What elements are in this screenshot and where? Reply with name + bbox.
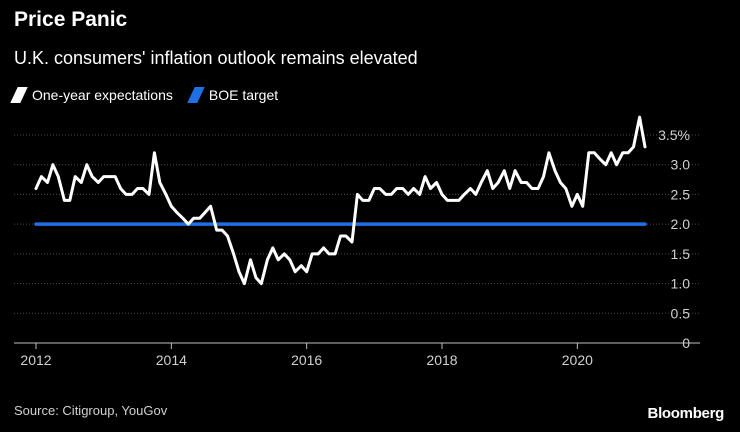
legend-item-expectations: One-year expectations	[10, 87, 173, 103]
y-tick-label-4: 2.0	[671, 216, 691, 232]
y-tick-label-2: 1.0	[671, 276, 691, 292]
chart-title: Price Panic	[14, 8, 128, 31]
legend: One-year expectations BOE target	[10, 87, 279, 103]
legend-item-boe-target: BOE target	[187, 87, 279, 103]
x-tick-label-0: 2012	[20, 352, 51, 368]
y-tick-label-6: 3.0	[671, 157, 691, 173]
legend-label-boe-target: BOE target	[208, 87, 279, 103]
legend-label-expectations: One-year expectations	[32, 87, 173, 103]
x-tick-label-3: 2018	[426, 352, 457, 368]
source-note: Source: Citigroup, YouGov	[14, 403, 168, 418]
y-tick-label-1: 0.5	[671, 305, 691, 321]
y-tick-label-5: 2.5	[671, 186, 691, 202]
y-tick-label-3: 1.5	[671, 246, 691, 262]
x-tick-label-2: 2016	[291, 352, 322, 368]
y-tick-label-7: 3.5%	[658, 127, 690, 143]
chart-subtitle: U.K. consumers' inflation outlook remain…	[14, 48, 418, 68]
x-tick-label-1: 2014	[156, 352, 187, 368]
bloomberg-logo: Bloomberg	[647, 405, 725, 422]
series-line-one-year-expectations	[34, 115, 647, 286]
x-tick-label-4: 2020	[562, 352, 593, 368]
